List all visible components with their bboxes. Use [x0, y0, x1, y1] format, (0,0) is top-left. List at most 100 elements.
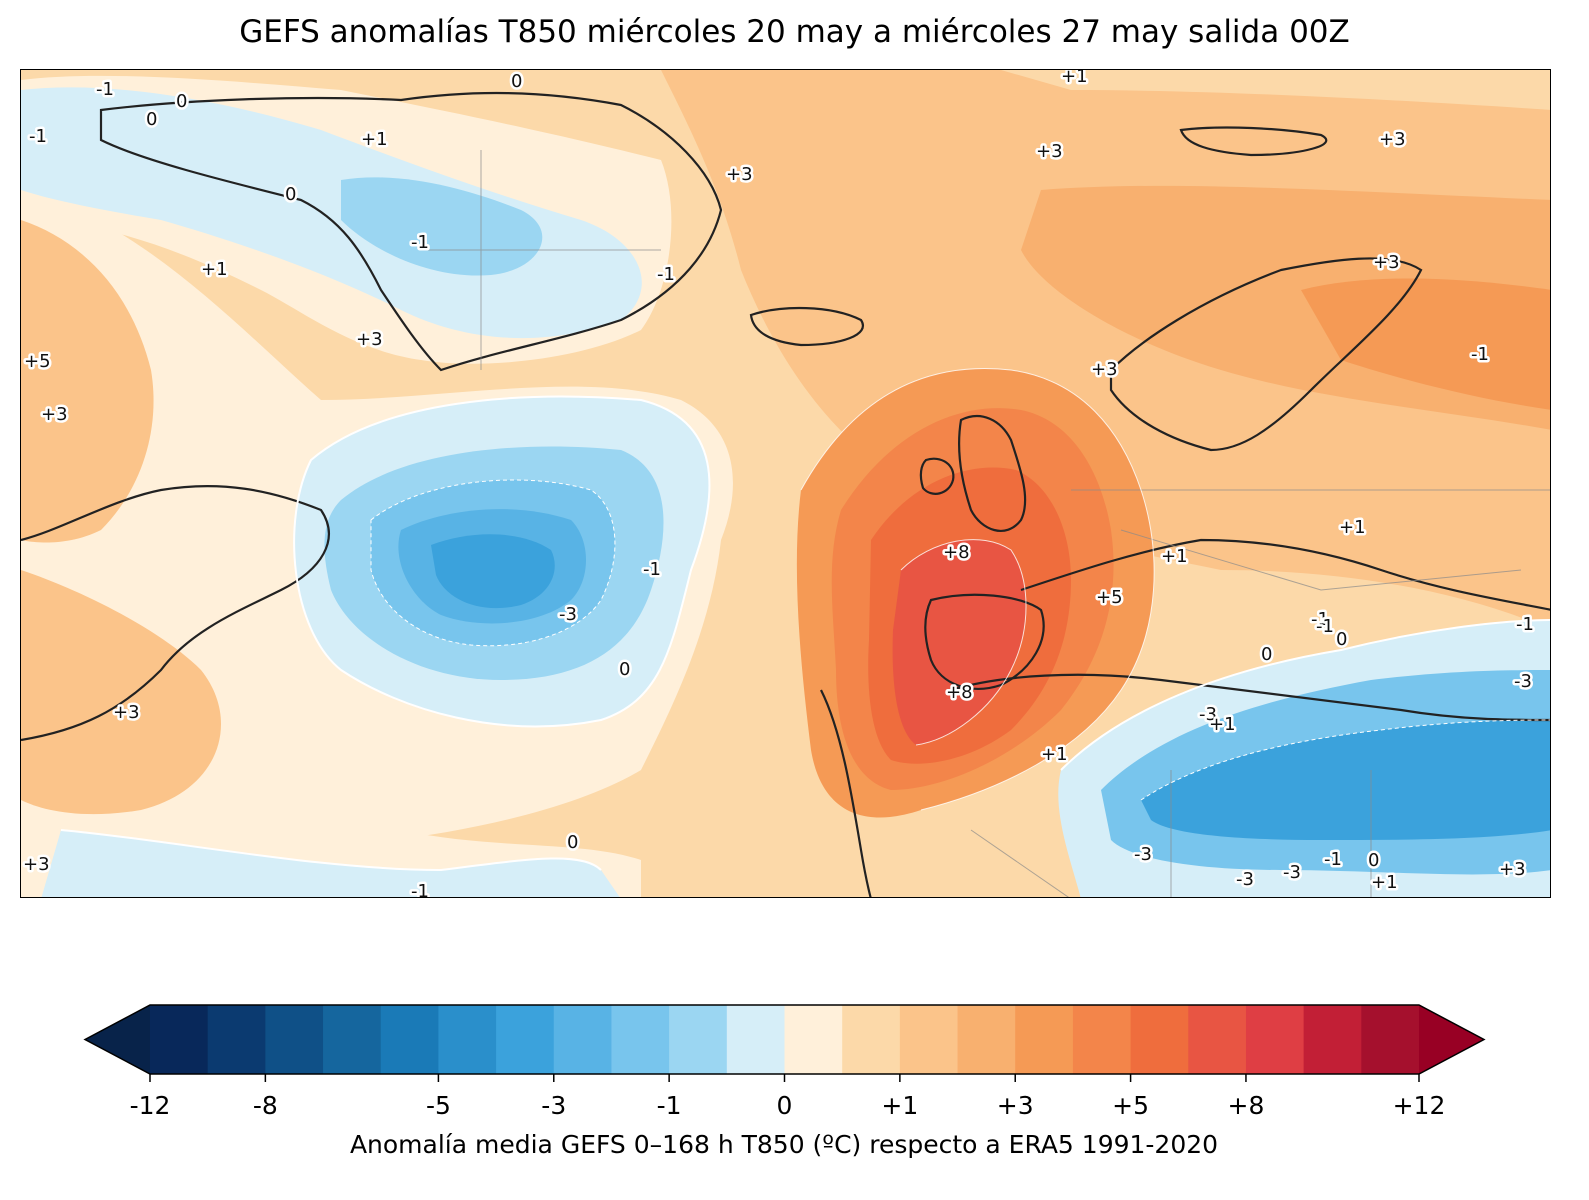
contour-label: +5: [1096, 587, 1123, 608]
field-greenland-cold: [21, 87, 642, 339]
colorbar-cell: [1361, 1005, 1420, 1074]
ireland-coast: [919, 457, 955, 495]
colorbar-cell: [611, 1005, 670, 1074]
field-na-warm: [21, 570, 221, 815]
contour-label: -1: [411, 881, 429, 898]
colorbar: -12 -8 -5 -3 -1 0 +1 +3 +5 +8 +12 Anomalía media G…: [0, 990, 1589, 1196]
contour-zero-atlantic: [293, 395, 711, 728]
svalbard-coast: [1179, 126, 1328, 157]
contour-label: -1: [1311, 609, 1329, 630]
map-canvas: 0 +1 -1 0 0 -1 +1 0 +3 +1 -1 -1 +3 +5 +3…: [21, 70, 1550, 898]
colorbar-tick-label: -12: [130, 1091, 171, 1120]
field-cold-southwest: [41, 830, 620, 897]
border-7: [970, 829, 1069, 897]
contour-label: +1: [1209, 714, 1236, 735]
contour-minus3: [370, 479, 616, 647]
contour-label: +1: [1061, 70, 1088, 87]
contour-label: +1: [1371, 872, 1398, 893]
colorbar-cell: [553, 1005, 613, 1074]
colorbar-cell: [899, 1005, 959, 1074]
contour-label: -3: [1134, 844, 1152, 865]
colorbar-tick-label: +1: [881, 1091, 918, 1120]
contour-label: +5: [24, 351, 51, 372]
field-med-cold-3: [1141, 720, 1550, 840]
contour-label: -3: [1514, 671, 1532, 692]
contour-label: +1: [1041, 744, 1068, 765]
contour-lines: [60, 395, 1550, 872]
contour-label: +3: [113, 702, 140, 723]
contour-label: 0: [619, 659, 630, 680]
contour-dashed: [370, 479, 1550, 801]
contour-label: +1: [361, 129, 388, 150]
contour-zero-med: [1060, 619, 1550, 771]
colorbar-cell: [1245, 1005, 1305, 1074]
contour-label: +3: [1036, 141, 1063, 162]
coastlines: [21, 91, 1550, 897]
borders: [421, 150, 1550, 897]
colorbar-tick-label: +12: [1393, 1091, 1446, 1120]
field-nw-warm: [21, 220, 154, 543]
contour-label: -3: [1283, 862, 1301, 883]
north-america-coast: [21, 485, 330, 742]
contour-thin: [800, 368, 1155, 811]
field-greenland-colder: [341, 177, 543, 276]
contour-label: 0: [1261, 644, 1272, 665]
colorbar-cell: [1015, 1005, 1074, 1074]
colorbar-label: Anomalía media GEFS 0–168 h T850 (ºC) re…: [350, 1130, 1218, 1159]
contour-labels: 0 +1 -1 0 0 -1 +1 0 +3 +1 -1 -1 +3 +5 +3…: [21, 70, 1536, 898]
contour-label: -1: [1471, 344, 1489, 365]
field-finland-warm: [1301, 278, 1550, 410]
colorbar-under-arrow: [85, 1005, 150, 1074]
contour-zero-south: [60, 829, 602, 872]
colorbar-cell: [438, 1005, 497, 1074]
colorbar-cell: [1130, 1005, 1189, 1074]
anomaly-map: 0 +1 -1 0 0 -1 +1 0 +3 +1 -1 -1 +3 +5 +3…: [20, 69, 1551, 898]
contour-label: +3: [1499, 859, 1526, 880]
contour-label: 0: [1336, 629, 1347, 650]
contour-label: 0: [285, 184, 296, 205]
north-africa-coast: [950, 673, 1550, 722]
colorbar-cell: [726, 1005, 786, 1074]
colorbar-tick-label: +5: [1112, 1091, 1149, 1120]
map-title: GEFS anomalías T850 miércoles 20 may a m…: [239, 14, 1350, 50]
contour-label: +3: [23, 854, 50, 875]
contour-label: 0: [146, 109, 157, 130]
colorbar-cell: [842, 1005, 901, 1074]
contour-label: -3: [1199, 704, 1217, 725]
colorbar-cell: [265, 1005, 324, 1074]
colorbar-cell: [1072, 1005, 1132, 1074]
contour-label: +3: [41, 404, 68, 425]
greenland-coast: [99, 91, 723, 372]
colorbar-cell: [1303, 1005, 1362, 1074]
contour-label: -3: [1236, 869, 1254, 890]
contour-label: -1: [411, 232, 429, 253]
colorbar-cell: [207, 1005, 266, 1074]
colorbar-tick-label: -5: [426, 1091, 451, 1120]
colorbar-tick-label: -8: [253, 1091, 278, 1120]
colorbar-cells: [150, 1005, 1420, 1074]
contour-label: -1: [643, 559, 661, 580]
contour-label: +1: [1339, 517, 1366, 538]
iberia-coast: [924, 593, 1045, 690]
contour-plus5: [800, 368, 1155, 811]
colorbar-tick-label: -3: [541, 1091, 566, 1120]
colorbar-ticks: -12 -8 -5 -3 -1 0 +1 +3 +5 +8 +12: [130, 1074, 1446, 1120]
contour-label: -1: [29, 126, 47, 147]
colorbar-svg: -12 -8 -5 -3 -1 0 +1 +3 +5 +8 +12 Anomalía media G…: [83, 1004, 1486, 1159]
contour-label: 0: [567, 832, 578, 853]
contour-label: +3: [1373, 252, 1400, 273]
colorbar-tick-label: +8: [1228, 1091, 1265, 1120]
contour-label: +3: [726, 164, 753, 185]
colorbar-cell: [323, 1005, 382, 1074]
contour-label: 0: [176, 91, 187, 112]
contour-minus3-med: [1140, 719, 1550, 801]
contour-label: -3: [559, 604, 577, 625]
colorbar-tick-label: 0: [777, 1091, 793, 1120]
contour-label: +3: [1091, 359, 1118, 380]
europe-south-coast: [1020, 538, 1550, 611]
contour-label: -1: [96, 79, 114, 100]
colorbar-cell: [1188, 1005, 1247, 1074]
field-arctic-mild: [1001, 70, 1550, 110]
contour-label: +1: [201, 259, 228, 280]
border-4: [1120, 529, 1522, 591]
